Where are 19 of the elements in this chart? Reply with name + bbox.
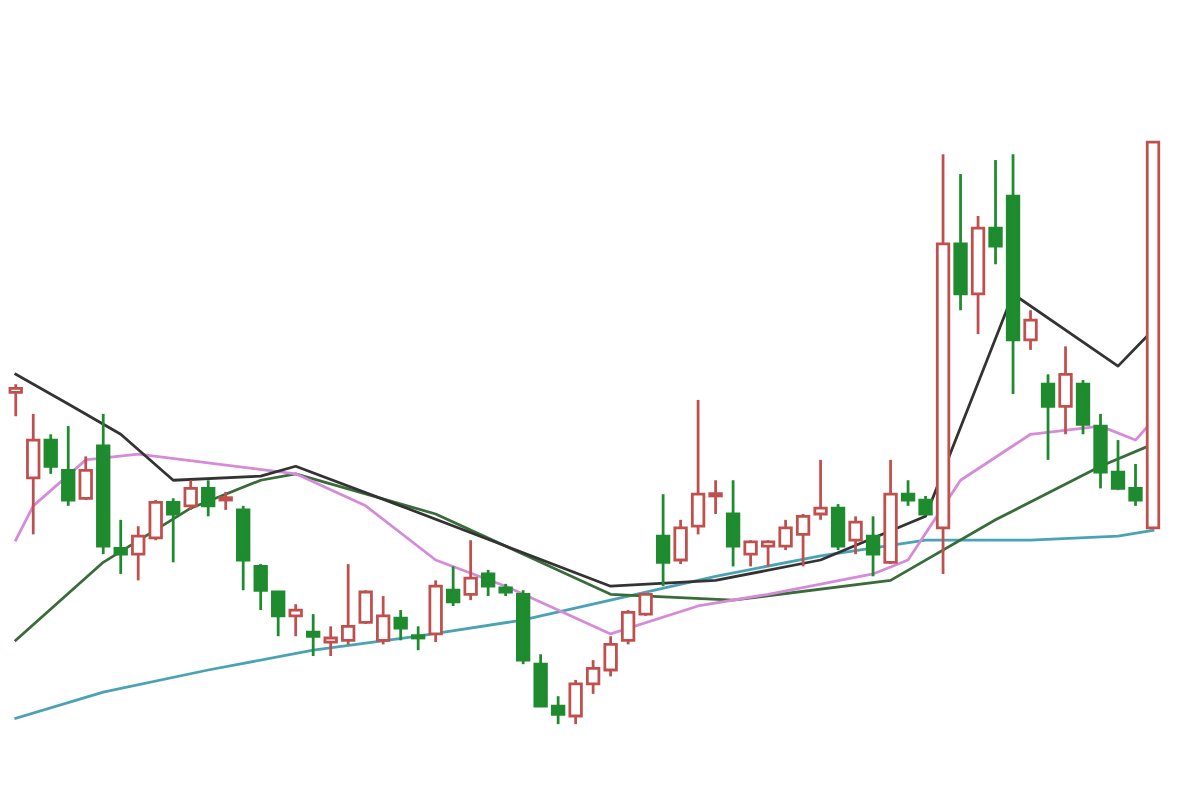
candlestick (1058, 344, 1073, 436)
candlestick (655, 492, 671, 588)
candlestick (61, 424, 76, 508)
candlestick (288, 602, 303, 638)
candlestick (865, 514, 881, 578)
candlestick (1023, 308, 1038, 352)
candlestick (113, 518, 128, 576)
candlestick (935, 152, 951, 576)
candlestick (96, 412, 111, 556)
candlestick (725, 478, 741, 568)
candlestick (848, 514, 863, 556)
candlestick (813, 458, 828, 522)
candlestick (428, 578, 443, 644)
candlestick (201, 478, 216, 518)
candlestick (393, 608, 408, 642)
candlestick (306, 612, 321, 658)
candlestick (26, 412, 41, 536)
candlestick (131, 524, 146, 582)
candlestick (953, 172, 968, 312)
